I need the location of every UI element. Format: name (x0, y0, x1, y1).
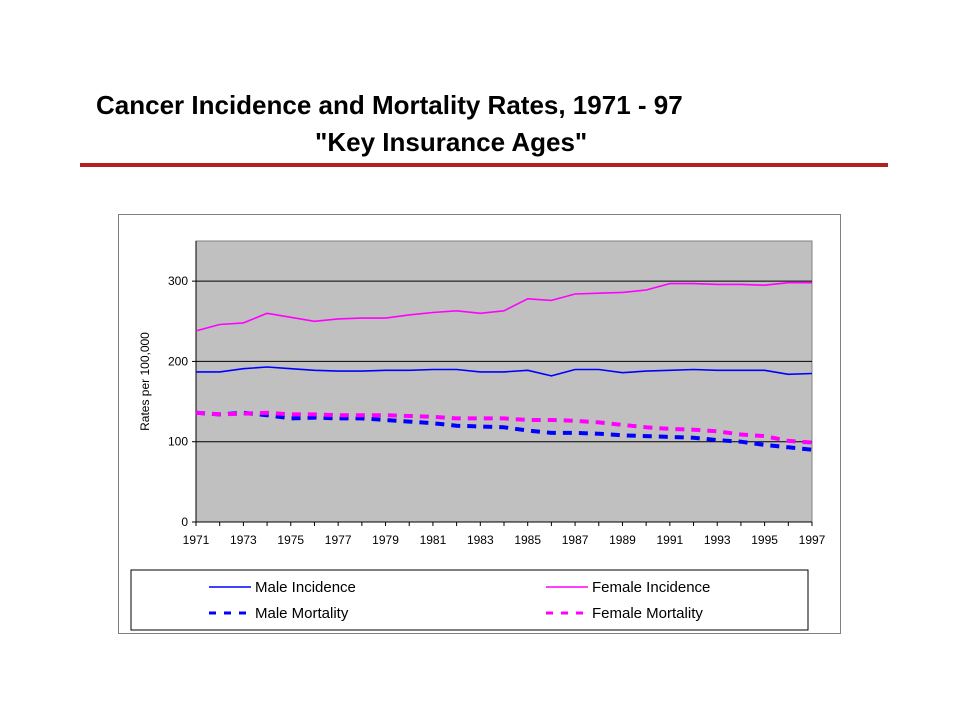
y-tick-label: 0 (181, 515, 188, 529)
x-tick-label: 1993 (704, 533, 731, 547)
x-tick-label: 1991 (656, 533, 683, 547)
x-tick-label: 1983 (467, 533, 494, 547)
y-axis-label: Rates per 100,000 (138, 332, 152, 431)
x-tick-label: 1995 (751, 533, 778, 547)
series-line-female-mortality (195, 410, 813, 445)
x-tick-label: 1971 (183, 533, 210, 547)
y-tick-label: 100 (168, 435, 188, 449)
x-tick-label: 1981 (420, 533, 447, 547)
series-line-female-incidence (195, 281, 812, 332)
x-tick-label: 1977 (325, 533, 352, 547)
x-tick-label: 1985 (514, 533, 541, 547)
page-subtitle: "Key Insurance Ages" (315, 127, 588, 157)
chart-svg: 0 100 200 300 1971 1973 1975 1977 1979 1981 1983 19… (130, 240, 826, 631)
x-tick-label: 1989 (609, 533, 636, 547)
x-tick-label: 1979 (372, 533, 399, 547)
legend-label-female-mortality: Female Mortality (592, 605, 703, 622)
legend-box (130, 569, 809, 631)
x-tick-label: 1975 (277, 533, 304, 547)
legend-label-male-mortality: Male Mortality (255, 605, 349, 622)
x-tick-label: 1973 (230, 533, 257, 547)
x-tick-label: 1987 (562, 533, 589, 547)
legend-label-female-incidence: Female Incidence (592, 579, 710, 596)
y-tick-label: 300 (168, 274, 188, 288)
plot-area (195, 240, 813, 523)
series-line-male-mortality (195, 410, 813, 452)
title-divider (80, 163, 888, 167)
page-title: Cancer Incidence and Mortality Rates, 19… (96, 90, 683, 120)
series-line-male-incidence (196, 366, 813, 377)
legend-label-male-incidence: Male Incidence (255, 579, 356, 596)
x-tick-label: 1997 (799, 533, 826, 547)
chart-frame: 0 100 200 300 1971 1973 1975 1977 1979 1981 1983 19… (118, 214, 841, 634)
y-tick-label: 200 (168, 354, 188, 368)
